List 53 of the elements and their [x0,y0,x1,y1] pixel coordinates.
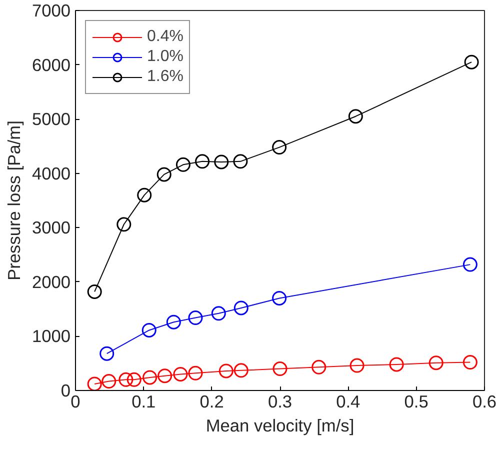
point [142,370,158,385]
point [158,368,172,384]
point [87,376,102,390]
legend-label: 1.0% [147,48,184,66]
point [389,357,404,372]
point [233,154,248,169]
point [142,323,156,338]
point [462,257,478,272]
y-tick-label: 2000 [32,272,71,292]
x-tick-label: 0.2 [200,392,224,412]
x-tick-label: 0.4 [336,392,361,412]
y-tick-label: 4000 [32,163,71,184]
point [272,290,287,306]
legend-label: 1.6% [147,68,184,86]
point [312,360,326,374]
point [350,358,364,373]
point [102,374,116,389]
y-tick-label: 5000 [32,109,71,130]
point [214,154,229,170]
point [234,300,248,316]
point [462,355,478,370]
y-tick-label: 3000 [32,218,71,238]
point [116,217,132,232]
point [218,364,234,378]
point [272,362,288,376]
x-tick-label: 0.5 [404,392,428,412]
y-tick-label: 7000 [32,0,71,20]
x-tick-label: 0.6 [472,392,497,412]
point [234,363,248,378]
y-axis-title: Pressure loss [Pa/m] [4,120,24,280]
point [166,314,181,330]
x-tick-label: 0.1 [132,392,156,412]
x-axis-title: Mean velocity [m/s] [206,416,354,436]
point [126,372,142,387]
point [156,167,172,182]
point [188,310,203,325]
x-tick-label: 0.3 [268,392,292,412]
point [118,372,134,387]
point [173,366,188,382]
point [137,188,152,202]
point [272,140,287,155]
legend-label: 0.4% [147,28,184,46]
point [211,306,226,321]
y-tick-label: 1000 [32,326,71,346]
point [188,366,203,380]
point [428,356,444,370]
point [87,284,102,299]
point [195,154,210,169]
point [176,157,190,172]
point [348,109,363,124]
point [100,346,114,361]
y-tick-label: 6000 [32,54,71,75]
point [464,54,479,70]
